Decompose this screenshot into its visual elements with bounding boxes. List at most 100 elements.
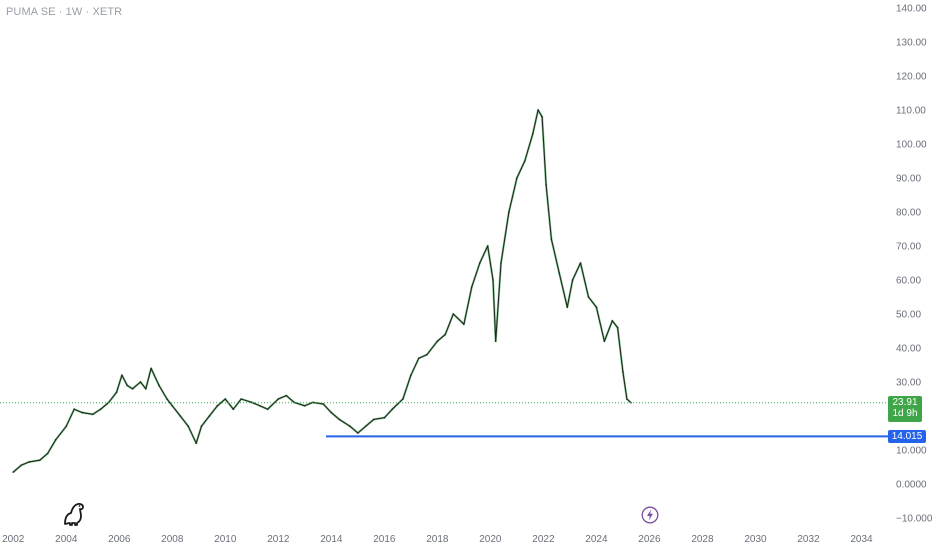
price-point: [20, 464, 23, 467]
price-point: [38, 459, 41, 462]
price-point: [338, 418, 341, 421]
y-tick-label: 90.00: [896, 174, 921, 185]
price-point: [516, 177, 518, 179]
price-series-group: [12, 108, 632, 473]
price-point: [571, 279, 574, 281]
last-price-value: 23.91: [892, 397, 918, 408]
price-point: [330, 411, 333, 414]
x-tick-label: 2018: [426, 534, 449, 545]
x-axis: 2002 2004 2006 2008 2010 2012 2014 2016 2018 2020…: [2, 534, 873, 545]
y-tick-label: 70.00: [896, 242, 921, 253]
y-tick-label: 60.00: [896, 276, 921, 287]
price-series-shadow: [12, 108, 632, 473]
x-tick-label: 2012: [267, 534, 290, 545]
price-point: [541, 116, 543, 118]
y-tick-label: 110.00: [896, 106, 926, 117]
price-point: [322, 403, 325, 405]
price-point: [537, 109, 539, 111]
tradingview-dino-icon[interactable]: [62, 501, 88, 527]
price-point: [444, 333, 447, 336]
price-point: [277, 398, 280, 400]
price-point: [54, 439, 57, 441]
price-point: [616, 326, 619, 329]
y-tick-label: 0.0000: [896, 480, 927, 491]
price-point: [28, 461, 30, 463]
reference-lines-group: [0, 402, 888, 438]
level-price-badge: 14.015: [888, 430, 926, 443]
price-point: [471, 286, 473, 288]
price-point: [115, 391, 118, 394]
x-tick-label: 2032: [797, 534, 820, 545]
price-point: [603, 340, 606, 343]
price-point: [158, 384, 160, 387]
price-point: [150, 367, 152, 370]
price-point: [626, 398, 628, 400]
price-point: [171, 405, 174, 407]
price-point: [131, 388, 134, 390]
price-point: [258, 405, 261, 407]
x-tick-label: 2030: [744, 534, 767, 545]
price-point: [558, 272, 561, 275]
price-point: [545, 184, 547, 186]
price-point: [587, 296, 590, 298]
price-point: [391, 408, 394, 411]
x-tick-label: 2014: [320, 534, 343, 545]
x-tick-label: 2020: [479, 534, 502, 545]
lightning-bolt-icon[interactable]: [641, 506, 659, 524]
price-point: [232, 408, 235, 411]
x-tick-label: 2024: [585, 534, 608, 545]
price-point: [566, 306, 569, 309]
price-point: [492, 279, 494, 281]
price-point: [91, 413, 94, 416]
price-point: [224, 398, 227, 400]
y-axis: 140.00 130.00 120.00 110.00 100.00 90.00 80.00…: [896, 4, 932, 525]
price-point: [200, 425, 203, 428]
price-point: [179, 415, 182, 417]
x-tick-label: 2016: [373, 534, 396, 545]
price-point: [478, 262, 481, 264]
price-point: [126, 384, 129, 387]
price-point: [524, 160, 526, 162]
bar-countdown: 1d 9h: [892, 408, 918, 419]
y-tick-label: 80.00: [896, 208, 921, 219]
price-point: [195, 442, 197, 445]
price-series-line[interactable]: [12, 109, 632, 473]
price-point: [166, 398, 168, 400]
price-point: [121, 374, 123, 377]
price-point: [550, 238, 553, 240]
x-tick-label: 2034: [850, 534, 873, 545]
y-tick-label: 140.00: [896, 4, 927, 15]
y-tick-label: 120.00: [896, 72, 927, 83]
price-point: [357, 432, 359, 434]
x-tick-label: 2010: [214, 534, 237, 545]
price-point: [532, 133, 534, 135]
y-tick-label: −10.000: [896, 514, 932, 525]
price-point: [595, 306, 598, 309]
price-point: [81, 411, 83, 414]
x-tick-label: 2006: [108, 534, 131, 545]
price-point: [216, 405, 219, 407]
price-point: [365, 425, 367, 428]
price-point: [425, 354, 428, 356]
price-point: [304, 405, 306, 407]
y-tick-label: 30.00: [896, 378, 921, 389]
price-point: [372, 418, 375, 421]
price-point: [349, 425, 351, 428]
price-point: [73, 408, 76, 411]
price-point: [579, 262, 582, 264]
price-point: [144, 388, 147, 390]
chart-title: PUMA SE · 1W · XETR: [6, 6, 123, 18]
price-point: [65, 425, 68, 428]
price-point: [266, 408, 269, 411]
x-tick-label: 2028: [691, 534, 714, 545]
price-point: [99, 408, 102, 411]
price-point: [383, 416, 386, 419]
price-point: [463, 323, 465, 326]
price-point: [46, 452, 49, 455]
price-point: [402, 398, 404, 400]
last-price-badge: 23.91 1d 9h: [888, 396, 922, 422]
price-point: [622, 371, 624, 373]
x-tick-label: 2008: [161, 534, 184, 545]
